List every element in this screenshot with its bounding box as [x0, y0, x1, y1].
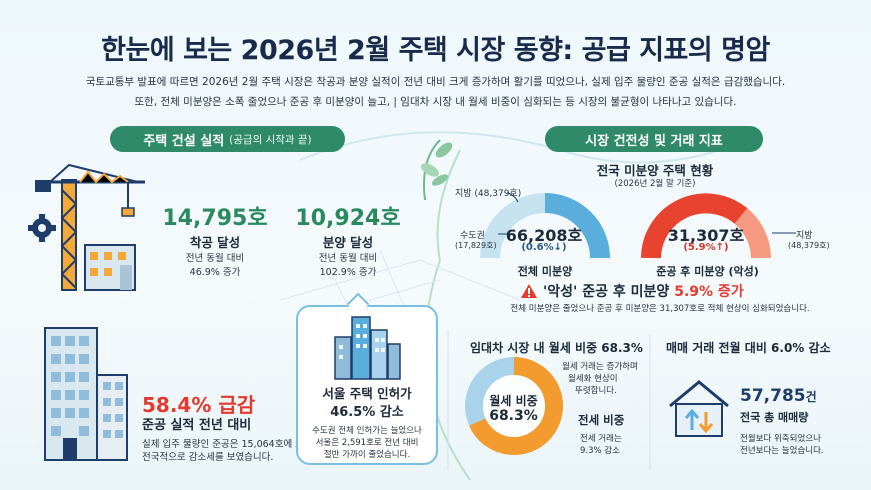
warning-value: 5.9% 증가	[674, 284, 744, 300]
rent-note-3: 뚜렷합니다.	[575, 386, 617, 396]
rent-note-1: 월세 거래는 증가하며	[562, 362, 638, 372]
trade-desc-1: 전월보다 위축되었으나	[740, 434, 821, 444]
donut-center-value: 68.3%	[489, 408, 538, 424]
warning-text: '악성' 준공 후 미분양	[543, 284, 670, 300]
after-unsold-label: 준공 후 미분양 (악성)	[656, 265, 759, 278]
sale-desc-2: 102.9% 증가	[319, 267, 377, 278]
sale-value: 10,924호	[295, 206, 401, 231]
total-unsold-gauge	[480, 193, 610, 259]
total-unsold-value: 66,208호	[505, 226, 583, 245]
total-unsold-label: 전체 미분양	[517, 265, 573, 278]
after-completion-unsold-gauge	[641, 193, 771, 259]
completion-label: 준공 실적 전년 대비	[142, 418, 252, 433]
rent-note-2: 월세화 현상이	[568, 374, 618, 384]
start-desc-1: 전년 동월 대비	[185, 253, 245, 264]
warning-note: 전체 미분양은 줄었으나 준공 후 미분양은 31,307호로 적체 현상이 심…	[510, 304, 810, 314]
city-skyline-icon	[334, 316, 401, 380]
seoul-permit-value: 46.5% 감소	[330, 405, 404, 420]
start-label: 착공 달성	[189, 235, 241, 250]
donut-center-label: 월세 비중	[489, 394, 538, 408]
seoul-desc-1: 수도권 전체 인허가는 늘었으나	[312, 426, 422, 436]
trade-title: 매매 거래 전월 대비 6.0% 감소	[666, 341, 831, 355]
crane-icon	[28, 163, 145, 291]
trade-label: 전국 총 매매량	[740, 411, 809, 424]
unsold-date: (2026년 2월 말 기준)	[614, 179, 696, 189]
completion-desc-2: 전국적으로 감소세를 보였습니다.	[142, 452, 274, 463]
trade-desc-2: 전년보다는 늘었습니다.	[740, 446, 824, 456]
after-unsold-change: (5.9%↑)	[683, 242, 729, 253]
monthly-rent-arc	[465, 357, 563, 455]
house-trade-icon	[669, 380, 729, 437]
intro-line-2: 또한, 전체 미분양은 소폭 줄었으나 준공 후 미분양이 늘고, | 임대차 …	[134, 96, 737, 108]
start-desc-2: 46.9% 증가	[189, 267, 241, 278]
page-title: 한눈에 보는 2026년 2월 주택 시장 동향: 공급 지표의 명암	[101, 35, 770, 66]
section-title: 주택 건설 실적	[143, 133, 225, 149]
rent-share-donut	[465, 357, 563, 455]
after-local-count: (48,379호)	[788, 241, 830, 250]
sale-label: 분양 달성	[322, 235, 374, 250]
unsold-title: 전국 미분양 주택 현황	[596, 163, 714, 178]
trade-value: 57,785건	[740, 386, 817, 406]
after-local-region: 지방	[796, 231, 813, 241]
total-capital-count: (17,829호)	[455, 241, 497, 250]
seoul-desc-2: 서울은 2,591호로 전년 대비	[315, 438, 419, 448]
warning-icon	[521, 284, 537, 298]
trade-unit: 건	[805, 390, 817, 404]
plant-icon	[420, 139, 453, 201]
rent-title: 임대차 시장 내 월세 비중 68.3%	[470, 341, 643, 355]
gauge-1-leaders	[498, 192, 519, 235]
completion-drop-value: 58.4% 급감	[142, 393, 256, 417]
trade-number: 57,785	[740, 386, 806, 406]
jeonse-desc-2: 9.3% 감소	[580, 446, 620, 456]
total-capital-region: 수도권	[460, 231, 485, 241]
jeonse-title: 전세 비중	[578, 413, 625, 427]
total-unsold-change: (0.6%↓)	[521, 242, 567, 253]
section-pill-market: 시장 건전성 및 거래 지표	[545, 126, 763, 152]
warning-line: '악성' 준공 후 미분양 5.9% 증가	[520, 281, 744, 301]
start-value: 14,795호	[162, 206, 268, 231]
seoul-desc-3: 절반 가까이 줄었습니다.	[323, 450, 411, 460]
gauge-2-leader	[772, 232, 796, 234]
sale-desc-1: 전년 동월 대비	[318, 253, 378, 264]
jeonse-desc-1: 전세 거래는	[580, 434, 622, 444]
intro-line-1: 국토교통부 발표에 따르면 2026년 2월 주택 시장은 착공과 분양 실적이…	[85, 76, 786, 88]
total-local-region: 지방 (48,379호)	[455, 189, 522, 199]
completion-desc-1: 실제 입주 물량인 준공은 15,064호에 그쳐	[142, 439, 313, 450]
section-pill-construction: 주택 건설 실적 (공급의 시작과 끝)	[110, 126, 345, 152]
seoul-permit-title: 서울 주택 인허가	[322, 386, 412, 401]
apartment-building-icon	[44, 327, 128, 461]
section-subtitle: (공급의 시작과 끝)	[229, 133, 312, 146]
after-unsold-value: 31,307호	[667, 226, 745, 245]
